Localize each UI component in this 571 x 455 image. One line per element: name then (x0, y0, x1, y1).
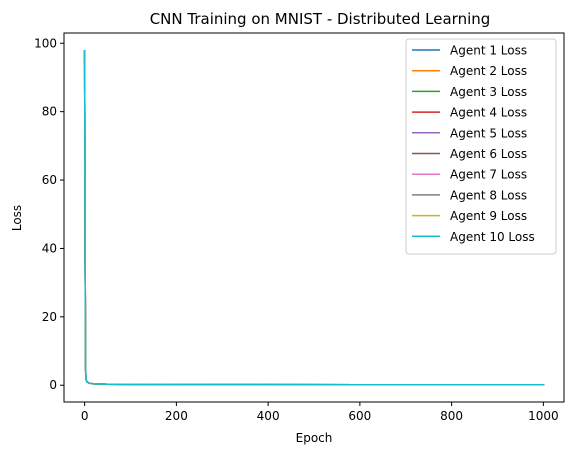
x-tick-label: 600 (348, 409, 371, 423)
plot-frame (63, 32, 565, 403)
x-tick-label: 0 (81, 409, 89, 423)
series-layer (83, 50, 545, 386)
legend-label-agent-8: Agent 8 Loss (450, 188, 527, 202)
y-tick-label: 40 (42, 241, 57, 255)
legend-label-agent-9: Agent 9 Loss (450, 209, 527, 223)
legend-label-agent-1: Agent 1 Loss (450, 44, 527, 58)
legend-label-agent-10: Agent 10 Loss (450, 230, 535, 244)
x-tick-label: 1000 (528, 409, 559, 423)
x-tick-label: 400 (257, 409, 280, 423)
x-tick-label: 800 (440, 409, 463, 423)
legend-label-agent-5: Agent 5 Loss (450, 126, 527, 140)
series-line-agent-10 (83, 50, 545, 386)
y-tick-label: 0 (49, 378, 57, 392)
y-tick-label: 20 (42, 310, 57, 324)
y-tick-label: 60 (42, 173, 57, 187)
legend: Agent 1 Loss Agent 2 Loss Agent 3 Loss Agen… (405, 38, 557, 255)
legend-label-agent-2: Agent 2 Loss (450, 64, 527, 78)
legend-label-agent-4: Agent 4 Loss (450, 106, 527, 120)
y-tick-label: 80 (42, 105, 57, 119)
chart-title: CNN Training on MNIST - Distributed Lear… (150, 10, 491, 28)
y-axis-label: Loss (10, 205, 24, 231)
legend-label-agent-3: Agent 3 Loss (450, 85, 527, 99)
y-tick-label: 100 (34, 36, 57, 50)
x-tick-label: 200 (165, 409, 188, 423)
legend-label-agent-7: Agent 7 Loss (450, 168, 527, 182)
x-axis-label: Epoch (296, 431, 333, 445)
legend-box (405, 38, 557, 255)
ticks-layer: 0 200 400 600 800 1000 0 20 40 60 80 100 (34, 36, 559, 423)
legend-label-agent-6: Agent 6 Loss (450, 147, 527, 161)
